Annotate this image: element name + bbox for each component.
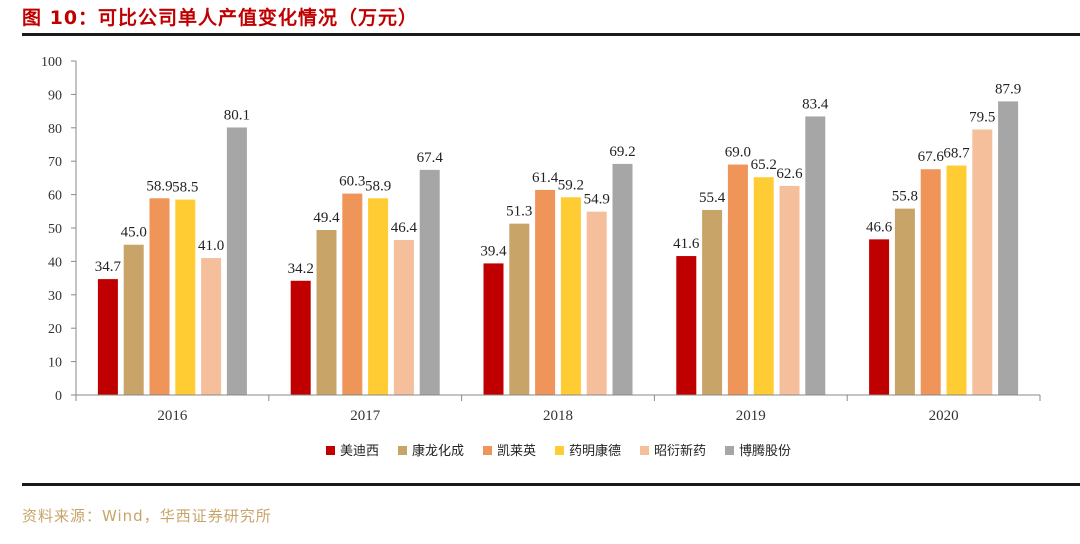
data-label: 49.4: [313, 210, 340, 226]
bar: [149, 198, 170, 395]
bar: [535, 189, 556, 395]
data-label: 58.9: [146, 178, 172, 194]
data-label: 65.2: [751, 157, 777, 173]
y-tick-label: 40: [48, 255, 62, 270]
legend-label: 昭衍新药: [654, 443, 706, 459]
bar: [946, 165, 967, 395]
bar: [393, 240, 414, 395]
bar: [560, 197, 581, 395]
data-label: 46.6: [866, 219, 893, 235]
data-label: 68.7: [943, 146, 970, 162]
x-tick-label: 2020: [929, 408, 959, 424]
bar: [123, 244, 144, 395]
data-label: 69.0: [725, 145, 751, 161]
x-tick-label: 2019: [736, 408, 766, 424]
x-tick-label: 2018: [543, 408, 573, 424]
data-label: 55.8: [892, 189, 918, 205]
bar: [727, 164, 748, 395]
bar: [290, 280, 311, 395]
bar: [920, 169, 941, 395]
legend-swatch: [398, 446, 407, 455]
data-label: 61.4: [532, 170, 559, 186]
data-label: 67.6: [918, 149, 945, 165]
data-label: 45.0: [121, 225, 147, 241]
bar: [342, 193, 363, 395]
data-label: 83.4: [802, 96, 829, 112]
y-tick-label: 70: [48, 155, 62, 170]
data-label: 62.6: [776, 166, 803, 182]
legend-swatch: [640, 446, 649, 455]
legend-label: 药明康德: [569, 443, 621, 459]
bar: [612, 163, 633, 395]
y-tick-label: 10: [48, 356, 62, 371]
legend-swatch: [483, 446, 492, 455]
y-tick-label: 0: [55, 389, 62, 404]
data-label: 51.3: [506, 204, 532, 220]
y-tick-label: 20: [48, 322, 62, 337]
y-tick-label: 50: [48, 222, 62, 237]
legend-label: 凯莱英: [497, 444, 536, 459]
data-label: 67.4: [417, 150, 444, 166]
bottom-rule: [22, 483, 1080, 486]
bars-group: [97, 101, 1019, 395]
data-label: 39.4: [480, 243, 507, 259]
bar: [676, 256, 697, 395]
figure-title: 图 10：可比公司单人产值变化情况（万元）: [22, 7, 419, 29]
bar: [419, 169, 440, 395]
bar: [702, 209, 723, 395]
x-tick-label: 2017: [350, 408, 381, 424]
legend: 美迪西 康龙化成 凯莱英 药明康德 昭衍新药 博腾股份: [326, 443, 791, 459]
data-label: 58.5: [172, 180, 198, 196]
source-note: 资料来源：Wind，华西证券研究所: [22, 507, 272, 525]
bar: [175, 199, 196, 395]
bar: [97, 279, 118, 395]
y-tick-label: 100: [41, 55, 62, 70]
bar: [753, 177, 774, 395]
data-label: 46.4: [391, 220, 418, 236]
bar: [972, 129, 993, 395]
bar: [894, 208, 915, 395]
data-label: 41.0: [198, 238, 224, 254]
legend-swatch: [326, 446, 335, 455]
bar: [586, 211, 607, 395]
data-label: 58.9: [365, 178, 391, 194]
bar: [869, 239, 890, 395]
data-label: 41.6: [673, 236, 700, 252]
legend-label: 美迪西: [340, 444, 379, 459]
data-label: 59.2: [558, 177, 584, 193]
bar: [226, 127, 247, 395]
legend-label: 康龙化成: [412, 443, 464, 459]
y-tick-label: 30: [48, 289, 62, 304]
data-label: 60.3: [339, 174, 365, 190]
y-tick-label: 90: [48, 88, 62, 103]
top-rule: [22, 33, 1080, 36]
data-label: 79.5: [969, 109, 995, 125]
x-axis: 2016 2017 2018 2019 2020: [75, 394, 1041, 424]
data-label: 54.9: [584, 192, 610, 208]
y-tick-label: 60: [48, 189, 62, 204]
bar: [368, 198, 389, 395]
y-axis: 0 10 20 30 40 50 60 70 80 90 100: [41, 55, 77, 404]
legend-swatch: [725, 446, 734, 455]
legend-label: 博腾股份: [739, 443, 791, 459]
bar: [998, 101, 1019, 395]
data-labels-group: 34.745.058.9 58.541.080.134.249.460.3 58.9…: [95, 81, 1021, 276]
data-label: 34.7: [95, 259, 122, 275]
bar: [201, 258, 222, 395]
bar: [805, 116, 826, 395]
bar: [316, 230, 337, 395]
y-tick-label: 80: [48, 122, 62, 137]
bar: [509, 223, 530, 395]
data-label: 80.1: [224, 107, 250, 123]
bar: [483, 263, 504, 395]
x-tick-label: 2016: [157, 408, 188, 424]
bar: [779, 185, 800, 395]
data-label: 55.4: [699, 190, 726, 206]
data-label: 87.9: [995, 81, 1021, 97]
data-label: 34.2: [288, 261, 314, 277]
data-label: 69.2: [609, 144, 635, 160]
legend-swatch: [555, 446, 564, 455]
